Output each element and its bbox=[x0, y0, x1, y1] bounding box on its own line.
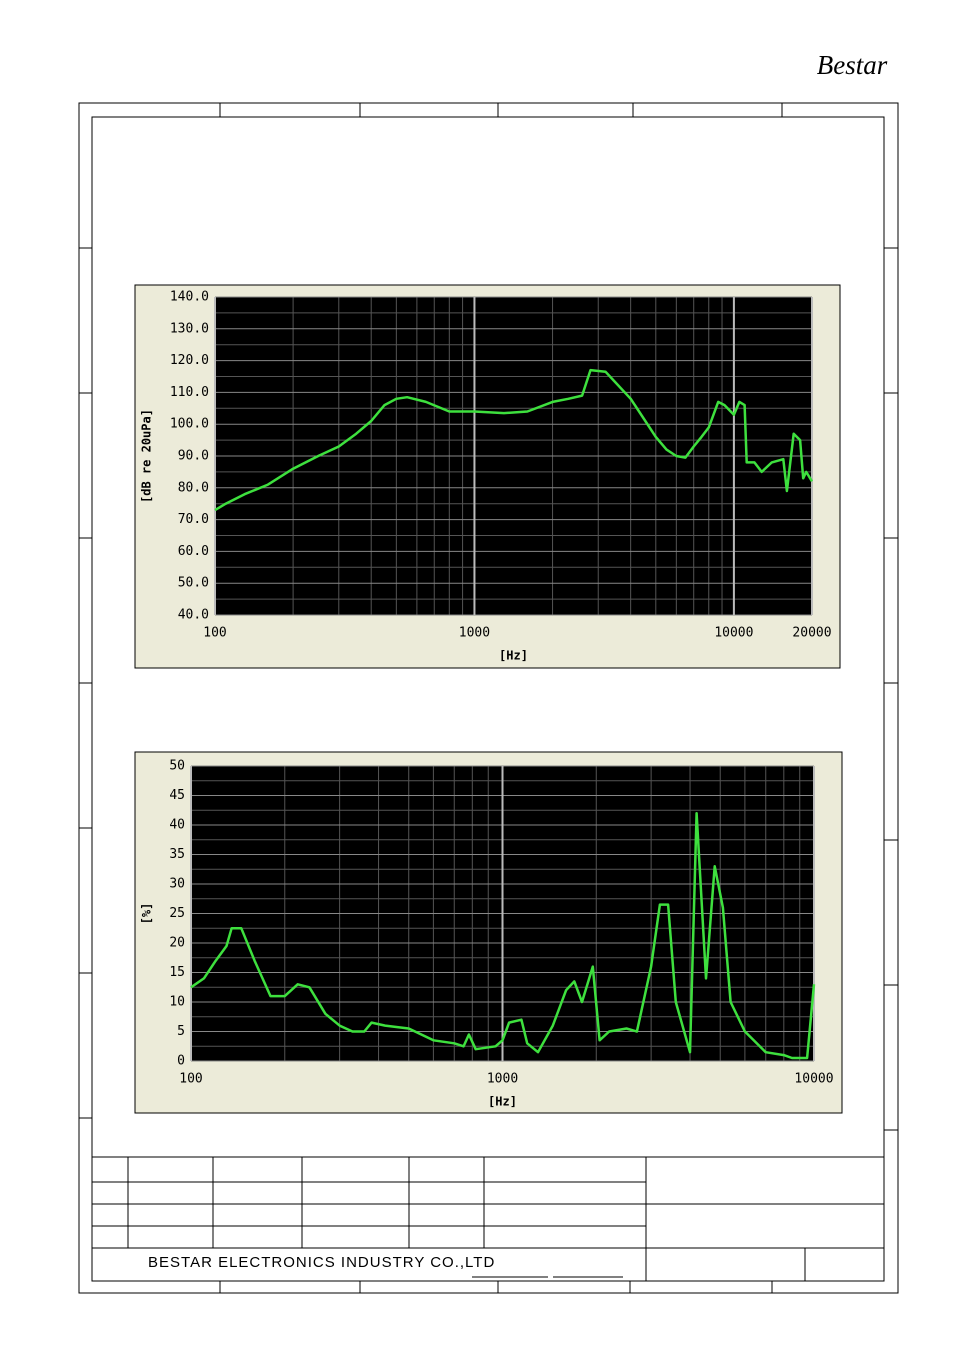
x-tick-label: 100 bbox=[179, 1072, 202, 1087]
y-axis-label: [dB re 20uPa] bbox=[140, 409, 154, 503]
y-tick-label: 0 bbox=[177, 1054, 185, 1069]
y-tick-label: 45 bbox=[169, 788, 185, 803]
x-tick-label: 10000 bbox=[714, 626, 753, 641]
y-tick-label: 15 bbox=[169, 965, 185, 980]
y-tick-label: 70.0 bbox=[178, 512, 209, 527]
y-tick-label: 20 bbox=[169, 936, 185, 951]
y-tick-label: 140.0 bbox=[170, 290, 209, 305]
x-tick-label: 1000 bbox=[459, 626, 490, 641]
y-tick-label: 40 bbox=[169, 818, 185, 833]
y-tick-label: 30 bbox=[169, 877, 185, 892]
data-line bbox=[214, 368, 814, 512]
y-tick-label: 10 bbox=[169, 995, 185, 1010]
y-tick-label: 25 bbox=[169, 906, 185, 921]
x-tick-label: 100 bbox=[203, 626, 226, 641]
y-tick-label: 130.0 bbox=[170, 321, 209, 336]
y-tick-label: 35 bbox=[169, 847, 185, 862]
y-tick-label: 60.0 bbox=[178, 544, 209, 559]
logo: Bestar bbox=[817, 50, 888, 80]
y-tick-label: 80.0 bbox=[178, 480, 209, 495]
x-axis-label: [Hz] bbox=[488, 1095, 517, 1109]
company-name: BESTAR ELECTRONICS INDUSTRY CO.,LTD bbox=[148, 1254, 495, 1271]
y-tick-label: 50.0 bbox=[178, 576, 209, 591]
y-axis-label: [%] bbox=[140, 903, 154, 925]
y-tick-label: 110.0 bbox=[170, 385, 209, 400]
y-tick-label: 90.0 bbox=[178, 449, 209, 464]
y-tick-label: 40.0 bbox=[178, 608, 209, 623]
y-tick-label: 120.0 bbox=[170, 353, 209, 368]
chart: 40.0 50.0 60.0 70.0 80.0 90.0 100.0 110.0 120.0 1… bbox=[134, 284, 841, 669]
x-tick-label: 1000 bbox=[487, 1072, 518, 1087]
x-tick-label: 10000 bbox=[794, 1072, 833, 1087]
x-axis-label: [Hz] bbox=[499, 649, 528, 663]
y-tick-label: 50 bbox=[169, 759, 185, 774]
title-block: BESTAR ELECTRONICS INDUSTRY CO.,LTD bbox=[92, 1156, 884, 1281]
y-tick-label: 100.0 bbox=[170, 417, 209, 432]
x-tick-label: 20000 bbox=[792, 626, 831, 641]
chart: 0 5 10 15 20 25 30 35 40 45 50 100 1000 10000 [Hz] [%] bbox=[134, 751, 843, 1114]
data-line bbox=[190, 811, 816, 1060]
y-tick-label: 5 bbox=[177, 1024, 185, 1039]
frame bbox=[78, 102, 899, 1294]
